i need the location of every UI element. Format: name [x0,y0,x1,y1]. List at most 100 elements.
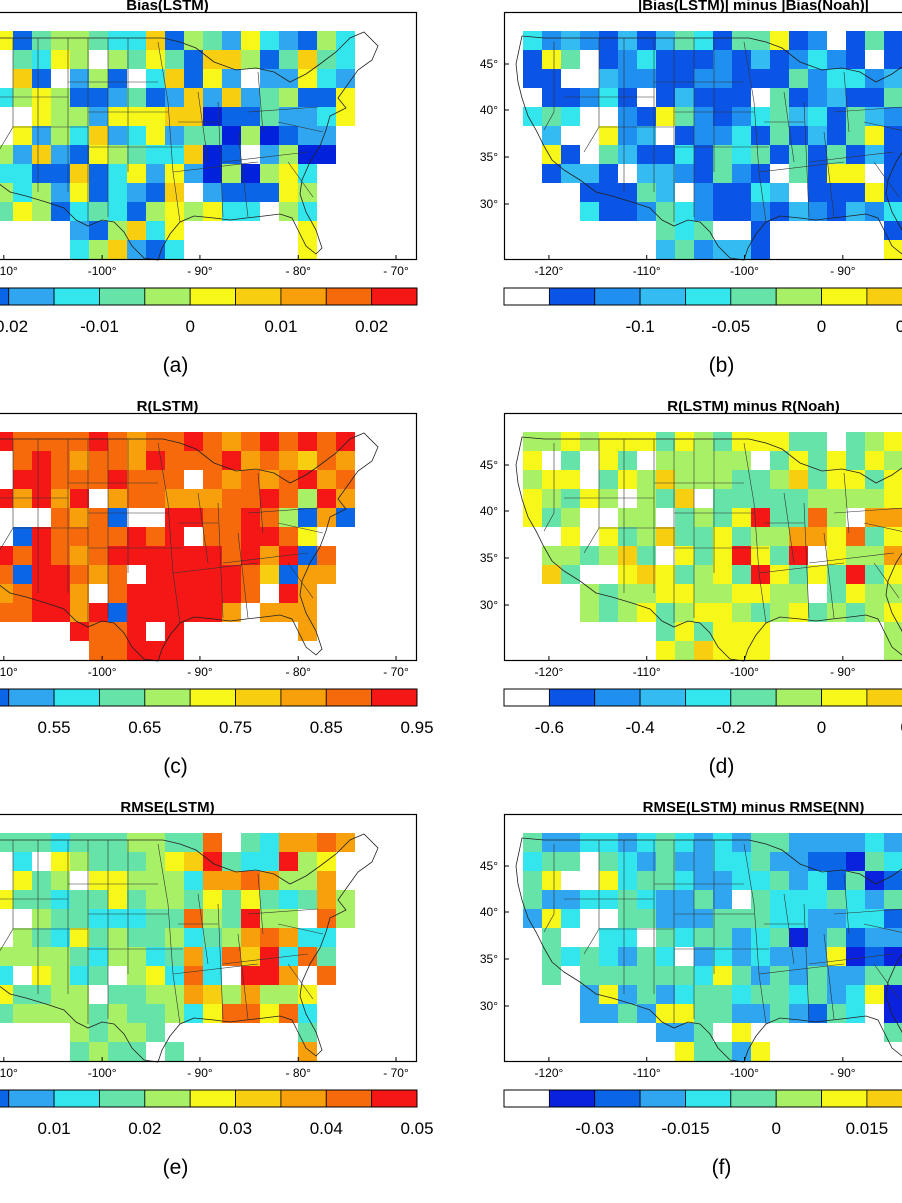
map-cell [599,546,618,565]
map-cell [203,183,222,202]
map-cell [656,451,675,470]
map-cell [108,890,127,909]
map-cell [561,432,580,451]
map-cell [0,966,13,985]
map-cell [32,565,51,584]
map-cell [675,565,694,584]
map-cell [70,584,89,603]
colorbar-label: 0.55 [38,718,71,737]
map-cell [770,107,789,126]
map-cell [32,928,51,947]
map-cell [770,584,789,603]
map-cell [846,890,865,909]
map-cell [865,432,884,451]
map-cell [732,1042,751,1061]
map-cell [241,565,260,584]
map-cell [675,145,694,164]
map-cell [656,871,675,890]
map-cell [279,50,298,69]
map-cell [789,126,808,145]
map-cell [108,489,127,508]
map-cell [618,909,637,928]
lat-tick-label: 35° [480,150,498,164]
map-cell [865,107,884,126]
state-boundary [873,963,900,1000]
map-cell [260,451,279,470]
state-boundary [172,161,259,173]
state-boundary [277,121,324,133]
map-cell [51,852,70,871]
map-cell [127,183,146,202]
coastline [0,432,379,662]
map-cell [279,833,298,852]
map-cell [751,183,770,202]
map-cell [827,985,846,1004]
map-cell [580,183,599,202]
state-boundary [237,532,249,619]
map-cell [846,107,865,126]
map-cell [241,527,260,546]
map-cell [713,871,732,890]
map-cell [184,966,203,985]
map-cell [694,69,713,88]
lon-tick-label: -110° [0,665,18,679]
map-cell [165,641,184,660]
map-cell [637,508,656,527]
map-cell [127,966,146,985]
panel-e: RMSE(LSTM)-110°-100°- 90°- 80°- 70°00.01… [0,802,451,1203]
map-cell [317,871,336,890]
map-cell [656,584,675,603]
colorbar-label: 0.04 [310,1119,343,1138]
map-cell [70,88,89,107]
map-cell [770,527,789,546]
map-cell [184,50,203,69]
panel-caption: (c) [163,755,188,778]
map-cell [846,584,865,603]
map-cell [203,31,222,50]
map-cell [298,985,317,1004]
map-cell [656,565,675,584]
map-cell [751,1042,770,1061]
map-cell [317,966,336,985]
map-cell [0,833,13,852]
colorbar-label: -0.1 [625,317,654,336]
panel-graphic: Bias(LSTM) -110° -100° - 90° - 80° - 70° -0.02… [0,0,418,377]
map-cell [713,966,732,985]
map-cell [146,947,165,966]
map-cell [656,202,675,221]
map-cell [146,69,165,88]
map-cell [808,145,827,164]
map-cell [260,852,279,871]
map-cell [184,451,203,470]
map-cell [32,164,51,183]
coastline [515,436,902,662]
map-cell [884,88,902,107]
map-cell [656,489,675,508]
map-cell [260,985,279,1004]
map-cell [751,641,770,660]
map-cell [884,871,902,890]
map-cell [542,947,561,966]
map-cell [713,546,732,565]
map-cell [808,871,827,890]
map-cell [127,1004,146,1023]
colorbar-swatch [685,1089,732,1108]
state-boundary [157,442,181,624]
map-cell [317,145,336,164]
map-cell [298,240,317,259]
map-cell [789,69,808,88]
state-boundary [543,42,555,131]
map-cell [203,88,222,107]
map-cell [222,489,241,508]
map-cell [298,50,317,69]
map-cell [127,470,146,489]
state-boundary [237,131,249,218]
lon-tick-label: -100° [88,665,117,679]
map-cell [165,50,184,69]
map-cell [51,985,70,1004]
colorbar-swatch [325,1089,373,1108]
map-cell [656,470,675,489]
map-cell [13,183,32,202]
map-cell [184,852,203,871]
map-cell [146,88,165,107]
